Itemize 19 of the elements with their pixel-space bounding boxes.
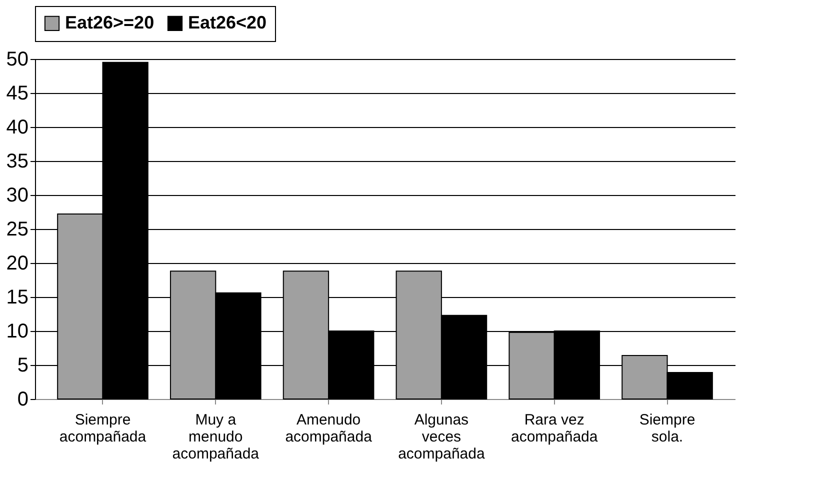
x-tick-label: Siempre acompañada — [59, 412, 147, 446]
x-tick-label: Rara vez acompañada — [510, 412, 598, 446]
y-tick-label: 40 — [6, 116, 28, 138]
y-tick-label: 5 — [17, 354, 28, 376]
y-tick-label: 35 — [6, 150, 28, 172]
y-tick-label: 20 — [6, 252, 28, 274]
y-tick-label: 25 — [6, 218, 28, 240]
x-tick-label: Algunas veces acompañada — [398, 412, 486, 462]
y-tick-label: 15 — [6, 286, 28, 308]
y-tick-label: 30 — [6, 184, 28, 206]
x-tick-label: Siempre sola. — [639, 412, 696, 446]
legend-label: Eat26>=20 — [65, 12, 154, 32]
y-tick-label: 0 — [17, 388, 28, 410]
y-tick-label: 10 — [6, 320, 28, 342]
legend-label: Eat26<20 — [188, 12, 267, 32]
y-tick-label: 50 — [6, 48, 28, 70]
x-tick-label: Muy a menudo acompañada — [172, 412, 260, 462]
x-tick-label: Amenudo acompañada — [285, 412, 373, 446]
y-tick-label: 45 — [6, 82, 28, 104]
